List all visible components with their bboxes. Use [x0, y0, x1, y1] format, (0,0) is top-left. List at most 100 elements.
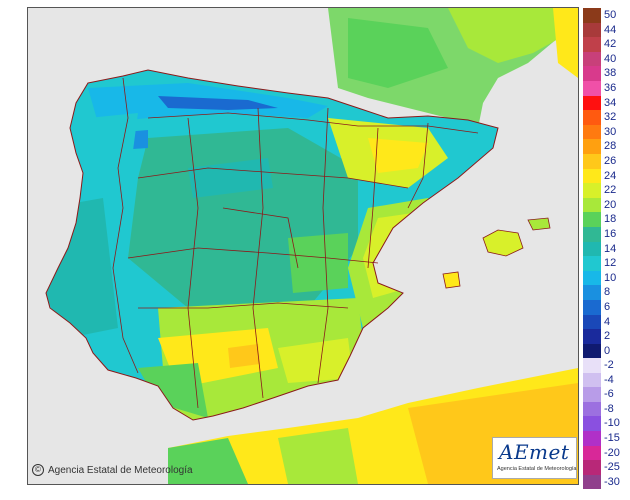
- legend-swatch: [583, 8, 601, 23]
- france-mid-area: [348, 18, 448, 88]
- legend-swatch: [583, 51, 601, 67]
- huelva-zone: [138, 363, 208, 418]
- legend-label: 22: [604, 184, 617, 197]
- madrid-border: [222, 207, 299, 269]
- legend-label: -2: [604, 359, 614, 371]
- legend-label: 32: [604, 111, 617, 124]
- legend-swatch: [583, 197, 601, 213]
- legend-swatch: [583, 387, 601, 402]
- legend-swatch: [583, 66, 601, 81]
- legend-swatch: [583, 445, 601, 461]
- legend-label: 10: [604, 271, 617, 284]
- morocco-west: [168, 438, 248, 484]
- legend-swatch: [583, 154, 601, 169]
- legend-label: 14: [604, 242, 617, 255]
- legend-label: -25: [604, 461, 620, 474]
- north-border: [147, 112, 479, 134]
- aragon-border: [367, 127, 379, 269]
- legend-label: -4: [604, 373, 614, 386]
- legend-swatch: [583, 256, 601, 271]
- cold-peaks: [158, 96, 278, 110]
- copyright-icon: ©: [32, 464, 44, 476]
- legend-label: 24: [604, 169, 617, 182]
- legend-label: 28: [604, 140, 617, 153]
- aemet-logo: AEmet Agencia Estatal de Meteorología: [492, 437, 577, 479]
- legend-swatch: [583, 81, 601, 96]
- legend-label: 2: [604, 330, 611, 343]
- legend-label: -10: [604, 417, 620, 430]
- legend-swatch: [583, 124, 601, 140]
- ibiza-island: [442, 271, 461, 289]
- morocco-north: [278, 428, 358, 484]
- legend-label: 8: [604, 286, 611, 299]
- agency-credit: © Agencia Estatal de Meteorología: [32, 464, 193, 476]
- legend-swatch: [583, 22, 601, 38]
- credit-text: Agencia Estatal de Meteorología: [48, 464, 193, 476]
- legend-label: -20: [604, 446, 620, 459]
- legend-swatch: [583, 241, 601, 257]
- ebro-warm: [368, 138, 428, 173]
- duero-border: [137, 167, 409, 189]
- legend-label: 0: [604, 344, 611, 357]
- temperature-map: [27, 7, 579, 485]
- legend-label: -30: [604, 475, 620, 488]
- legend-label: 20: [604, 198, 617, 211]
- legend-label: -15: [604, 432, 620, 444]
- legend-swatch: [583, 95, 601, 111]
- legend-label: -8: [604, 402, 614, 415]
- legend-swatch: [583, 285, 601, 300]
- legend-swatch: [583, 329, 601, 344]
- legend-swatch: [583, 168, 601, 184]
- catalonia-border: [407, 122, 429, 209]
- galicia-zone: [83, 113, 138, 193]
- legend-swatch: [583, 110, 601, 125]
- logo-wordmark: AEmet: [499, 440, 570, 464]
- legend-swatch: [583, 139, 601, 154]
- central-meridian-border: [252, 107, 264, 399]
- legend-swatch: [583, 314, 601, 330]
- legend-swatch: [583, 300, 601, 315]
- portugal-border: [112, 77, 139, 374]
- temperature-legend: 50 44 42 40 38 36 34 32 30 28 26 24 22 20 18 16 14 12 10 8 6…: [583, 8, 630, 494]
- legend-label: 40: [604, 52, 617, 65]
- legend-swatch: [583, 343, 601, 359]
- legend-label: 26: [604, 155, 617, 167]
- madrid-zone: [228, 203, 283, 243]
- legend-swatch: [583, 416, 601, 431]
- legend-label: 12: [604, 257, 617, 270]
- legend-label: 42: [604, 38, 617, 51]
- legend-label: 18: [604, 213, 617, 226]
- legend-label: 30: [604, 125, 617, 138]
- legend-swatch: [583, 212, 601, 227]
- map-canvas: [28, 8, 578, 484]
- logo-subtitle: Agencia Estatal de Meteorología: [497, 466, 577, 472]
- coastline: [45, 69, 499, 421]
- france-east-area: [553, 8, 578, 78]
- legend-label: 4: [604, 315, 611, 328]
- legend-label: 16: [604, 228, 617, 240]
- legend-label: 44: [604, 23, 617, 36]
- legend-label: 50: [604, 9, 617, 21]
- east-meridian-border: [317, 107, 329, 384]
- hot-spot: [228, 344, 260, 368]
- west-meridian-border: [187, 117, 199, 409]
- legend-swatch: [583, 474, 601, 490]
- legend-label: 34: [604, 96, 617, 109]
- legend-swatch: [583, 183, 601, 198]
- france-warm-area: [448, 8, 578, 63]
- legend-label: 38: [604, 67, 617, 80]
- legend-swatch: [583, 37, 601, 52]
- legend-swatch: [583, 372, 601, 388]
- legend-label: 6: [604, 301, 611, 313]
- mallorca-island: [482, 229, 524, 257]
- legend-label: 36: [604, 82, 617, 94]
- tagus-border: [127, 247, 379, 264]
- la-mancha-zone: [288, 233, 348, 293]
- granada-zone: [278, 338, 353, 383]
- legend-swatch: [583, 460, 601, 475]
- legend-swatch: [583, 227, 601, 242]
- legend-swatch: [583, 270, 601, 286]
- menorca-island: [527, 217, 551, 231]
- province-borders: [112, 77, 479, 409]
- andalucia-border: [138, 302, 349, 309]
